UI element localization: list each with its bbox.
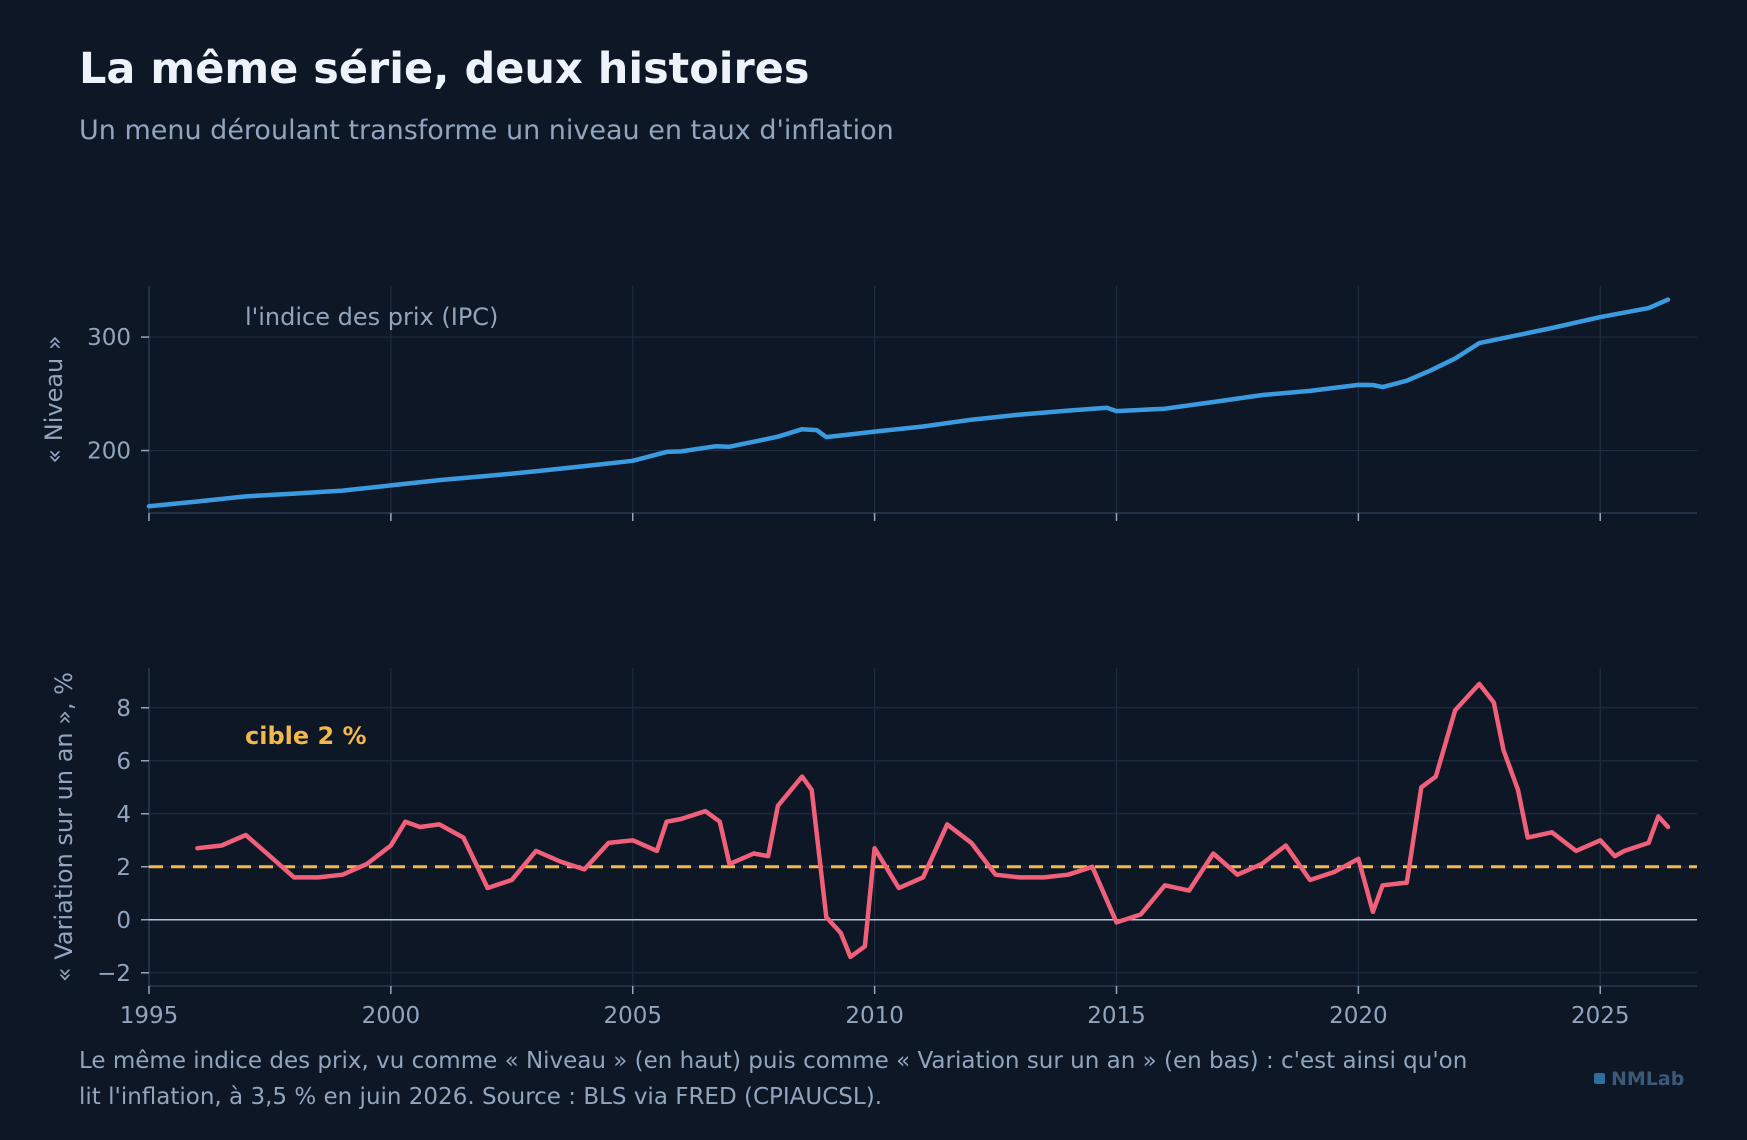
page-subtitle: Un menu déroulant transforme un niveau e…: [79, 115, 894, 146]
level-y-tick-label: 200: [87, 439, 131, 465]
yoy-x-tick-label: 2025: [1571, 1003, 1630, 1029]
panel-level: 200 300 « Niveau » l'indice des prix (IPC…: [40, 286, 1697, 521]
brand-logo: NMLab: [1594, 1068, 1684, 1090]
yoy-series-line: [195, 681, 1671, 960]
yoy-x-tick-label: 2005: [603, 1003, 662, 1029]
page-title: La même série, deux histoires: [79, 44, 810, 94]
yoy-y-axis-label: « Variation sur un an », %: [50, 672, 78, 982]
level-x-ticks: [148, 513, 1601, 521]
panel-yoy: 1995 2000 2005 2010 2015 2020 2025 −2 0 2 4 6 8 « V…: [50, 668, 1697, 1029]
level-y-tick-label: 300: [87, 325, 131, 351]
yoy-x-ticks: 1995 2000 2005 2010 2015 2020 2025: [120, 986, 1630, 1029]
level-series-line: [146, 297, 1671, 509]
yoy-y-ticks: −2 0 2 4 6 8: [97, 696, 149, 987]
yoy-y-tick-label: 2: [116, 855, 131, 881]
yoy-y-tick-label: −2: [97, 961, 131, 987]
yoy-y-tick-label: 0: [116, 908, 131, 934]
brand-text: NMLab: [1611, 1068, 1685, 1090]
yoy-x-tick-label: 2010: [845, 1003, 904, 1029]
yoy-x-tick-label: 2020: [1329, 1003, 1388, 1029]
yoy-y-tick-label: 4: [116, 802, 131, 828]
yoy-y-tick-label: 8: [116, 696, 131, 722]
yoy-grid: [148, 668, 1697, 986]
level-y-ticks: 200 300: [87, 325, 149, 465]
level-y-axis-label: « Niveau »: [40, 335, 68, 463]
yoy-target-annotation: cible 2 %: [245, 722, 367, 750]
yoy-x-tick-label: 2000: [362, 1003, 421, 1029]
brand-mark-icon: [1594, 1073, 1605, 1084]
chart-caption: Le même indice des prix, vu comme « Nive…: [79, 1048, 1468, 1110]
yoy-x-tick-label: 1995: [120, 1003, 179, 1029]
level-annotation: l'indice des prix (IPC): [245, 303, 498, 331]
level-grid: [148, 286, 1697, 513]
yoy-y-tick-label: 6: [116, 749, 131, 775]
yoy-x-tick-label: 2015: [1087, 1003, 1146, 1029]
